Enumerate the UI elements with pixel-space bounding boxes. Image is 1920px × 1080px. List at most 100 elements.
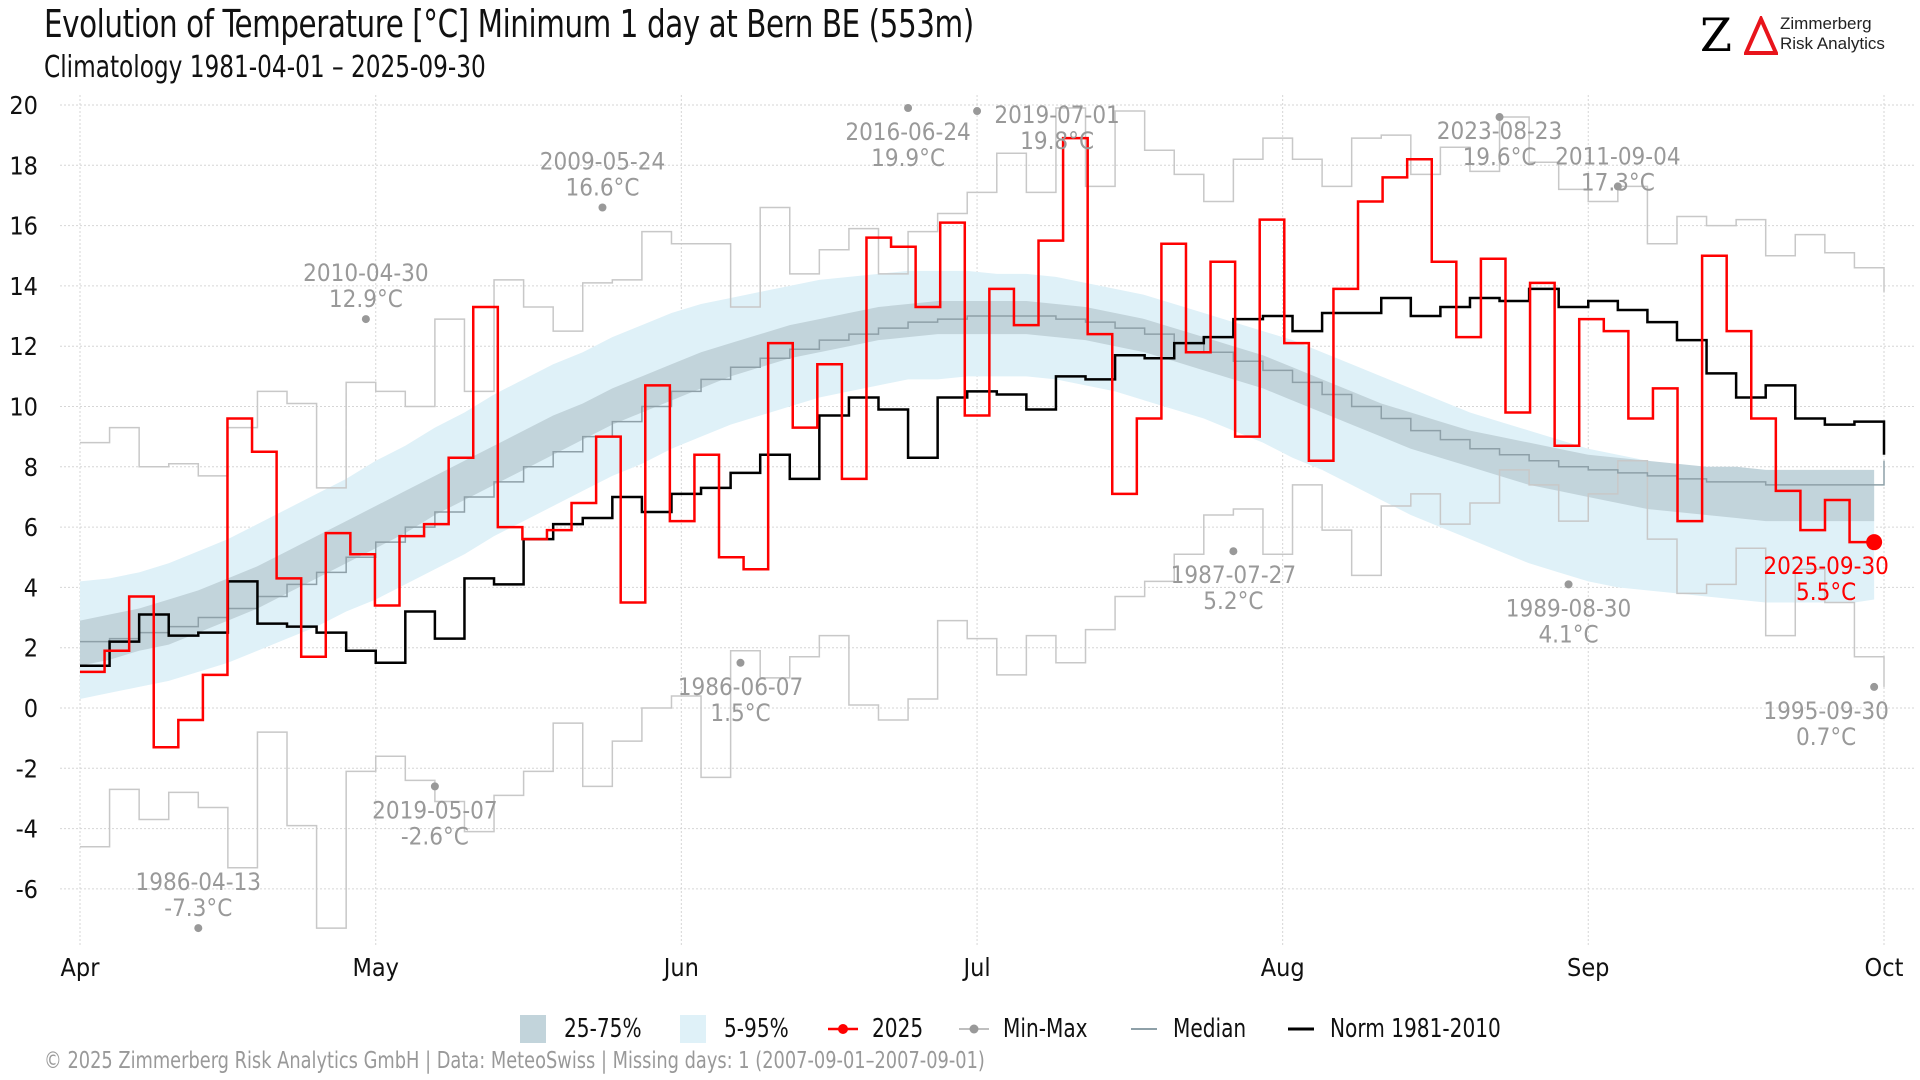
legend-swatch-p5-95 bbox=[680, 1015, 707, 1043]
annotation-date: 1986-06-07 bbox=[678, 673, 803, 701]
y-tick-label: 10 bbox=[9, 393, 38, 422]
annotation-value: -7.3°C bbox=[164, 894, 232, 922]
logo-triangle-icon bbox=[1744, 16, 1778, 55]
y-tick-label: 12 bbox=[9, 332, 38, 361]
legend-label: 25-75% bbox=[564, 1014, 642, 1044]
y-tick-label: 2 bbox=[24, 634, 38, 663]
legend-label: 5-95% bbox=[724, 1014, 789, 1044]
y-tick-label: 14 bbox=[9, 272, 38, 301]
annotation-value: 17.3°C bbox=[1581, 168, 1655, 196]
record-dot bbox=[1613, 182, 1622, 191]
footer-credits: © 2025 Zimmerberg Risk Analytics GmbH | … bbox=[44, 1048, 985, 1074]
series-lines bbox=[80, 107, 1886, 929]
record-dot bbox=[361, 315, 370, 324]
record-dot bbox=[598, 203, 607, 212]
annotation-date: 1989-08-30 bbox=[1506, 594, 1631, 622]
band-25-75 bbox=[80, 300, 1875, 666]
annotation-date: 2025-09-30 bbox=[1763, 552, 1888, 580]
record-dot bbox=[736, 658, 745, 667]
median-series-line bbox=[80, 315, 1885, 643]
annotation-date: 2019-07-01 bbox=[994, 101, 1119, 129]
annotation-value: 0.7°C bbox=[1796, 723, 1856, 751]
max-series-line bbox=[80, 107, 1885, 489]
percentile-bands bbox=[80, 270, 1875, 699]
record-dot bbox=[1564, 580, 1573, 589]
annotation-date: 2019-05-07 bbox=[372, 796, 497, 824]
annotation-date: 2011-09-04 bbox=[1555, 142, 1680, 170]
series-2025-line bbox=[80, 136, 1875, 749]
legend-norm-line-icon bbox=[1288, 1027, 1315, 1031]
logo-line2: Risk Analytics bbox=[1780, 34, 1885, 53]
annotation-date: 2023-08-23 bbox=[1437, 117, 1562, 145]
x-tick-label: Sep bbox=[1567, 953, 1609, 982]
record-dot bbox=[1495, 113, 1504, 122]
band-5-95 bbox=[80, 270, 1875, 699]
x-tick-label: May bbox=[352, 953, 399, 982]
annotation-value: 19.9°C bbox=[871, 144, 945, 172]
y-tick-label: 8 bbox=[24, 453, 38, 482]
legend-item-minmax: Min-Max bbox=[957, 1014, 1101, 1044]
annotation-value: 5.2°C bbox=[1203, 587, 1263, 615]
logo-z-mark: Z bbox=[1700, 8, 1732, 62]
y-tick-label: -6 bbox=[16, 875, 38, 904]
legend-item-2025: 2025 bbox=[826, 1014, 932, 1044]
logo-line1: Zimmerberg bbox=[1780, 14, 1872, 33]
annotation-date: 1995-09-30 bbox=[1763, 697, 1888, 725]
legend-item-iqr: 25-75% bbox=[520, 1014, 654, 1044]
y-tick-label: 0 bbox=[24, 694, 38, 723]
annotation-date: 1987-07-27 bbox=[1171, 561, 1296, 589]
y-tick-label: 4 bbox=[24, 573, 38, 602]
y-tick-label: 20 bbox=[9, 91, 38, 120]
annotation-value: 16.6°C bbox=[566, 174, 640, 202]
legend-label: Median bbox=[1173, 1014, 1247, 1044]
current-value-dot bbox=[1866, 534, 1883, 551]
annotation-value: 5.5°C bbox=[1796, 578, 1856, 606]
x-tick-label: Apr bbox=[61, 953, 101, 982]
legend: 25-75% 5-95% 2025 Min-Max Median Norm 19… bbox=[520, 1012, 1555, 1046]
legend-median-line-icon bbox=[1131, 1028, 1158, 1030]
min-series-line bbox=[80, 460, 1885, 929]
chart-subtitle: Climatology 1981-04-01 – 2025-09-30 bbox=[44, 50, 486, 85]
y-tick-label: 6 bbox=[24, 513, 38, 542]
legend-item-p5-95: 5-95% bbox=[680, 1014, 799, 1044]
legend-red-dot-line-icon bbox=[827, 1024, 858, 1034]
y-tick-label: 16 bbox=[9, 212, 38, 241]
legend-label: Min-Max bbox=[1003, 1014, 1088, 1044]
record-dot bbox=[904, 104, 913, 113]
x-tick-label: Jun bbox=[662, 953, 699, 982]
annotation-value: 19.8°C bbox=[1020, 127, 1094, 155]
y-tick-label: 18 bbox=[9, 151, 38, 180]
annotation-value: 12.9°C bbox=[329, 285, 403, 313]
annotation-date: 1986-04-13 bbox=[136, 868, 261, 896]
annotation-value: 19.6°C bbox=[1463, 143, 1537, 171]
record-dot bbox=[1870, 682, 1879, 691]
x-tick-label: Jul bbox=[962, 953, 991, 982]
annotation-value: 4.1°C bbox=[1538, 620, 1598, 648]
annotation-date: 2010-04-30 bbox=[303, 259, 428, 287]
legend-label: 2025 bbox=[871, 1014, 923, 1044]
chart-title: Evolution of Temperature [°C] Minimum 1 … bbox=[44, 2, 974, 46]
legend-grey-dot-line-icon bbox=[959, 1024, 990, 1034]
annotation-value: 1.5°C bbox=[710, 699, 770, 727]
x-axis: Apr May Jun Jul Aug Sep Oct bbox=[61, 953, 1904, 982]
annotation-date: 2016-06-24 bbox=[845, 118, 970, 146]
y-tick-label: -2 bbox=[16, 754, 38, 783]
record-dot bbox=[194, 924, 203, 933]
legend-swatch-iqr bbox=[520, 1015, 546, 1043]
x-tick-label: Oct bbox=[1865, 953, 1904, 982]
record-dot bbox=[1229, 547, 1238, 556]
x-tick-label: Aug bbox=[1261, 953, 1305, 982]
annotation-value: -2.6°C bbox=[401, 822, 469, 850]
annotation-date: 2009-05-24 bbox=[540, 148, 665, 176]
legend-item-norm: Norm 1981-2010 bbox=[1284, 1014, 1529, 1044]
norm-series-line bbox=[80, 287, 1886, 668]
legend-label: Norm 1981-2010 bbox=[1330, 1014, 1502, 1044]
record-dot bbox=[430, 782, 439, 791]
company-logo: Z Zimmerberg Risk Analytics bbox=[1700, 10, 1900, 60]
y-tick-label: -4 bbox=[16, 815, 38, 844]
legend-item-median: Median bbox=[1127, 1014, 1258, 1044]
logo-text: Zimmerberg Risk Analytics bbox=[1780, 14, 1885, 54]
